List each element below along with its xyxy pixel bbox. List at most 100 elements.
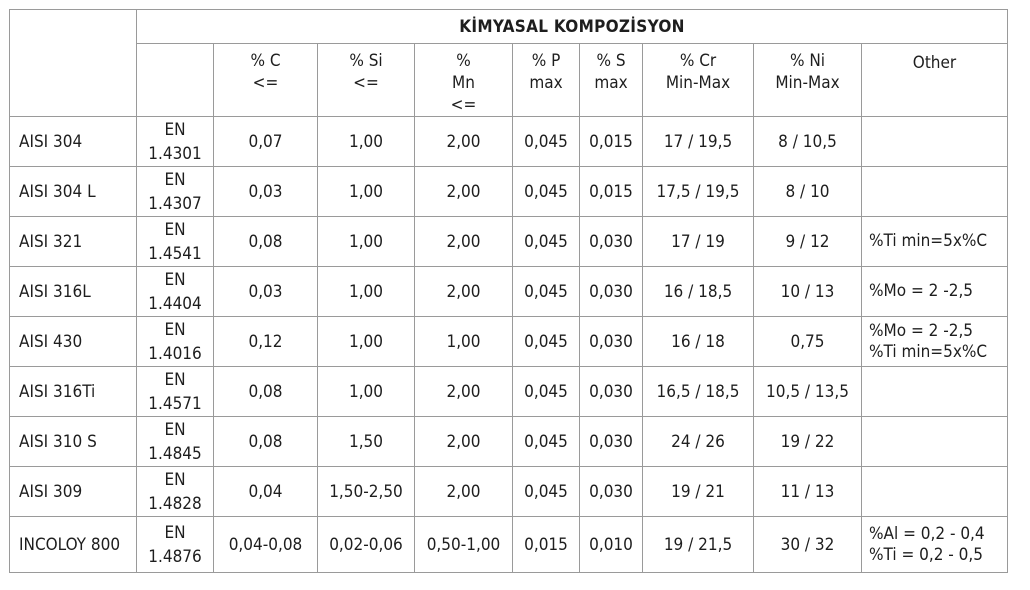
value-cell-c: 0,04-0,08 [213,516,318,573]
grade-cell: INCOLOY 800 [9,516,137,573]
header-sublabel: max [594,73,628,93]
value-cell-cr: 17 / 19 [642,216,754,267]
header-cr: % Cr Min-Max [642,43,754,117]
header-label: % Si [349,51,383,71]
value-cell-p: 0,045 [512,266,580,317]
header-label: % Ni [789,51,826,71]
table-title: KİMYASAL KOMPOZİSYON [136,9,1008,44]
value-cell-c: 0,03 [213,266,318,317]
value-cell-s: 0,030 [579,416,643,467]
header-sublabel: Min-Max [775,73,840,93]
header-label: % [456,51,471,71]
value-cell-mn: 2,00 [414,266,513,317]
en-number-line: 1.4016 [148,343,202,364]
value-cell-p: 0,015 [512,516,580,573]
header-sublabel: max [529,73,563,93]
table-body: AISI 304 EN 1.4301 0,07 1,00 2,00 0,045 0,015 17… [9,116,1008,573]
value-cell-p: 0,045 [512,416,580,467]
value-cell-cr: 24 / 26 [642,416,754,467]
value-cell-c: 0,08 [213,416,318,467]
corner-cell [9,9,137,117]
other-note: %Ti = 0,2 - 0,5 [869,544,983,565]
grade-cell: AISI 321 [9,216,137,267]
other-cell [861,366,1008,417]
table-row: AISI 316L EN 1.4404 0,03 1,00 2,00 0,045 0,030 1… [9,266,1008,317]
value-cell-ni: 8 / 10 [753,166,862,217]
chemical-composition-table: KİMYASAL KOMPOZİSYON % C <= % Si <= % Mn <= … [9,9,1008,573]
header-ni: % Ni Min-Max [753,43,862,117]
en-number-cell: EN 1.4016 [136,316,214,367]
value-cell-si: 1,50 [317,416,415,467]
header-sublabel: <= [450,95,477,115]
value-cell-s: 0,030 [579,266,643,317]
en-number-cell: EN 1.4307 [136,166,214,217]
en-number-line: EN [164,169,186,190]
en-number-line: EN [164,119,186,140]
en-number-cell: EN 1.4541 [136,216,214,267]
header-label: % C [250,51,281,71]
value-cell-s: 0,010 [579,516,643,573]
value-cell-si: 0,02-0,06 [317,516,415,573]
value-cell-ni: 8 / 10,5 [753,116,862,167]
en-number-line: 1.4571 [148,393,202,414]
other-note: %Mo = 2 -2,5 [869,320,974,341]
en-number-line: EN [164,419,186,440]
value-cell-mn: 2,00 [414,166,513,217]
value-cell-s: 0,015 [579,166,643,217]
header-sublabel: Min-Max [665,73,731,93]
other-cell [861,116,1008,167]
value-cell-si: 1,00 [317,366,415,417]
en-number-cell: EN 1.4571 [136,366,214,417]
other-cell [861,416,1008,467]
value-cell-mn: 2,00 [414,366,513,417]
value-cell-p: 0,045 [512,166,580,217]
value-cell-cr: 16,5 / 18,5 [642,366,754,417]
en-number-line: 1.4307 [148,193,202,214]
value-cell-s: 0,030 [579,216,643,267]
grade-cell: AISI 304 [9,116,137,167]
value-cell-s: 0,015 [579,116,643,167]
other-cell [861,466,1008,517]
value-cell-ni: 11 / 13 [753,466,862,517]
value-cell-s: 0,030 [579,316,643,367]
other-cell: %Al = 0,2 - 0,4 %Ti = 0,2 - 0,5 [861,516,1008,573]
en-number-line: 1.4845 [148,443,202,464]
value-cell-cr: 17 / 19,5 [642,116,754,167]
value-cell-ni: 0,75 [753,316,862,367]
header-mn: % Mn <= [414,43,513,117]
value-cell-c: 0,04 [213,466,318,517]
value-cell-ni: 9 / 12 [753,216,862,267]
value-cell-mn: 2,00 [414,116,513,167]
header-label: % P [531,51,561,71]
value-cell-ni: 10,5 / 13,5 [753,366,862,417]
other-note: %Al = 0,2 - 0,4 [869,523,985,544]
header-other: Other [861,43,1008,117]
en-number-line: EN [164,269,186,290]
en-number-cell: EN 1.4845 [136,416,214,467]
table-row: AISI 310 S EN 1.4845 0,08 1,50 2,00 0,045 0,030… [9,416,1008,467]
other-cell [861,166,1008,217]
en-number-line: EN [164,522,186,543]
value-cell-p: 0,045 [512,116,580,167]
table-row: AISI 316Ti EN 1.4571 0,08 1,00 2,00 0,045 0,030… [9,366,1008,417]
table-row: AISI 430 EN 1.4016 0,12 1,00 1,00 0,045 0,030 16… [9,316,1008,367]
en-number-cell: EN 1.4404 [136,266,214,317]
other-note: %Ti min=5x%C [869,341,988,362]
en-number-line: 1.4404 [148,293,202,314]
other-cell: %Ti min=5x%C [861,216,1008,267]
value-cell-mn: 2,00 [414,416,513,467]
en-number-line: EN [164,319,186,340]
en-number-cell: EN 1.4876 [136,516,214,573]
header-label: Other [912,53,957,73]
value-cell-cr: 19 / 21 [642,466,754,517]
value-cell-si: 1,50-2,50 [317,466,415,517]
value-cell-mn: 1,00 [414,316,513,367]
header-en-blank [136,43,214,117]
header-sublabel: Mn [452,73,475,93]
value-cell-ni: 19 / 22 [753,416,862,467]
value-cell-si: 1,00 [317,316,415,367]
value-cell-cr: 16 / 18 [642,316,754,367]
value-cell-si: 1,00 [317,266,415,317]
